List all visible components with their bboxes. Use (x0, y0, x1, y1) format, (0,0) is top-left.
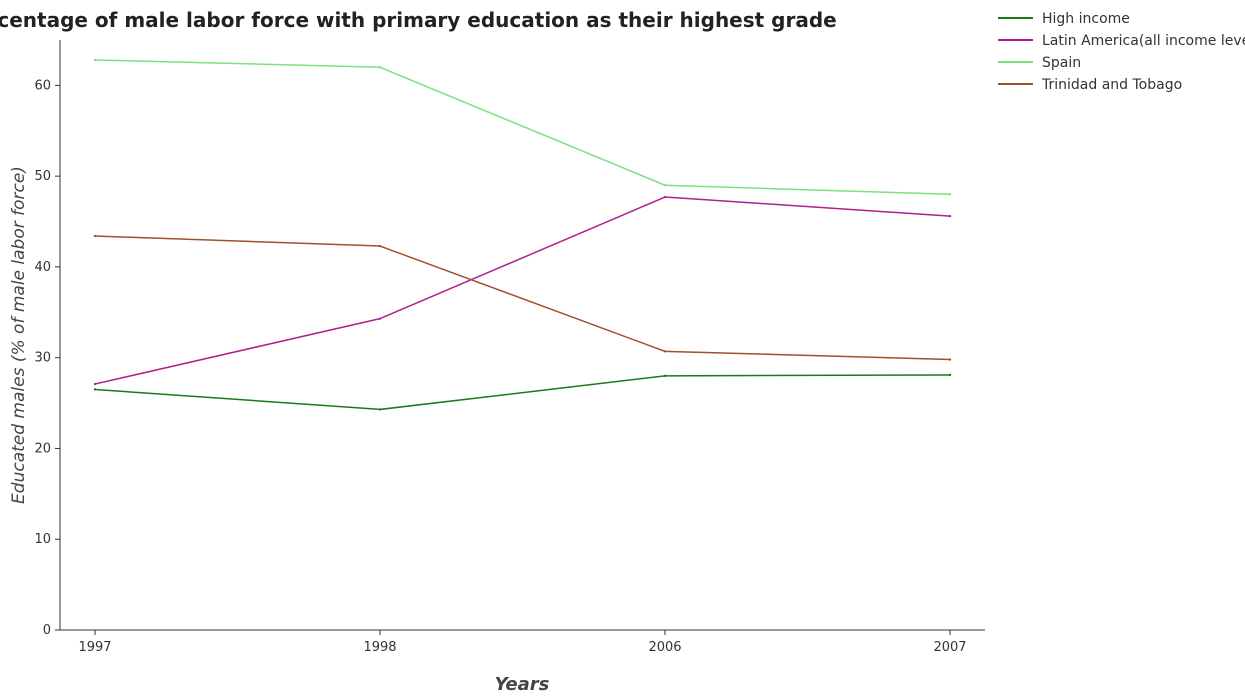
legend: High income Latin America(all income leve… (998, 11, 1245, 93)
data-point (93, 234, 97, 238)
y-axis-ticks: 0 10 20 30 40 50 60 (34, 78, 60, 638)
x-tick-label: 2006 (648, 640, 681, 655)
y-tick-label: 60 (34, 78, 51, 93)
data-point (663, 184, 667, 187)
data-point (378, 244, 382, 248)
y-axis-label: Educated males (% of male labor force) (9, 166, 29, 504)
legend-label: High income (1042, 11, 1130, 27)
data-point (948, 373, 952, 377)
y-tick-label: 40 (34, 260, 51, 275)
y-tick-label: 30 (34, 351, 51, 366)
series-line-trinidad-and-tobago (94, 235, 951, 361)
x-axis-ticks: 1997 1998 2006 2007 (78, 630, 967, 655)
x-axis-label: Years (495, 674, 550, 695)
y-tick-label: 0 (43, 623, 51, 638)
series-line-high-income (94, 374, 951, 411)
series-line-latin-america-all-income-levels- (94, 196, 951, 385)
data-point (948, 214, 952, 218)
data-point (948, 193, 952, 196)
data-point (93, 58, 97, 62)
x-tick-label: 1997 (78, 640, 111, 655)
x-tick-label: 1998 (363, 640, 396, 655)
data-point (378, 66, 382, 69)
y-tick-label: 20 (34, 441, 51, 456)
series-lines (93, 58, 952, 411)
data-point (93, 388, 97, 391)
plot-area: 0 10 20 30 40 50 60 1997 1998 2006 2007 (34, 40, 985, 655)
data-point (663, 374, 667, 378)
legend-label: Trinidad and Tobago (1041, 77, 1182, 93)
data-point (378, 317, 382, 320)
chart-title: Percentage of male labor force with prim… (0, 8, 837, 32)
plot-frame (60, 40, 985, 630)
x-tick-label: 2007 (933, 640, 966, 655)
y-tick-label: 50 (34, 169, 51, 184)
legend-label: Latin America(all income levels) (1042, 33, 1245, 49)
data-point (663, 195, 667, 199)
y-tick-label: 10 (34, 532, 51, 547)
legend-label: Spain (1042, 55, 1081, 71)
data-point (663, 350, 667, 353)
data-point (948, 358, 952, 361)
data-point (378, 408, 382, 411)
series-line-spain (94, 59, 951, 196)
data-point (93, 382, 97, 386)
